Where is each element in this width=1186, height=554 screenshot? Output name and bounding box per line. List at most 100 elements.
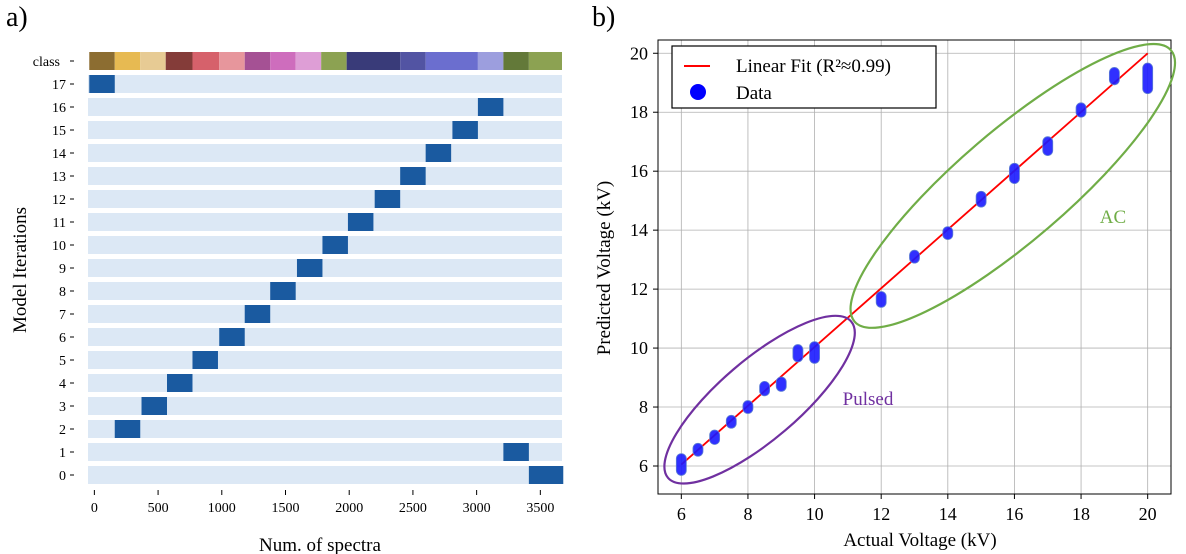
class-segment [89,52,115,70]
x-tick-label: 0 [91,501,98,516]
y-tick-label: 0 [59,469,66,484]
class-segment [244,52,271,70]
y-tick-label: 1 [59,446,66,461]
data-point [1009,162,1020,184]
data-point [1142,62,1154,95]
data-point [775,376,787,392]
x-tick-label: 3500 [526,501,554,516]
voltage-scatter-plot: Pulsed AC 6 8 10 12 14 16 18 20 6 8 10 12 14 16 18 20 L… [594,39,1177,551]
y-tick-label: 17 [52,78,66,93]
x-tick-label: 16 [1005,504,1023,524]
x-tick-label: 18 [1072,504,1090,524]
highlight-block [141,397,167,415]
y-axis-label: Model Iterations [10,207,31,333]
y-tick-label: 10 [52,239,66,254]
highlight-block [400,167,426,185]
class-segment [270,52,296,70]
y-tick-label: 7 [59,308,66,323]
y-axis-label: Predicted Voltage (kV) [594,181,615,355]
x-tick-label: 10 [806,504,824,524]
x-tick-label: 6 [677,504,686,524]
y-tick-label: 9 [59,262,66,277]
y-tick-label: 13 [52,170,66,185]
highlight-block [528,466,564,484]
iteration-row [88,351,562,369]
x-axis-label: Actual Voltage (kV) [843,530,996,551]
annotation-ellipse [849,42,1177,329]
legend-box [671,45,937,109]
highlight-block [89,75,115,93]
y-tick-label: 14 [52,147,66,162]
legend: Linear Fit (R²≈0.99) Data [671,45,937,109]
y-tick-label: 20 [630,43,648,63]
y-tick-label: 15 [52,124,66,139]
legend-label-data: Data [736,83,772,104]
data-point [792,344,804,363]
iteration-row [88,305,562,323]
data-point [875,291,887,308]
x-tick-label: 12 [872,504,890,524]
class-segment [321,52,347,70]
data-point [675,453,687,476]
highlight-block [347,213,374,231]
x-tick-label: 20 [1139,504,1157,524]
y-tick-label: 12 [52,193,66,208]
class-segment [140,52,166,70]
data-point [742,400,754,414]
iteration-row [88,282,562,300]
iteration-row [88,75,562,93]
x-tick-label: 8 [743,504,752,524]
iteration-row [88,121,562,139]
data-point [942,226,954,240]
y-tick-label: 18 [630,102,648,122]
legend-data-dot [690,84,706,100]
annotation-ellipse [663,314,856,485]
data-point [1075,102,1087,118]
highlight-block [374,190,401,208]
class-segment [425,52,478,70]
data-point [725,414,737,429]
x-tick-label: 500 [148,501,169,516]
iteration-row [88,397,562,415]
annotation-label: Pulsed [843,389,894,410]
y-tick-label: 16 [630,161,648,181]
y-tick-label: 5 [59,354,66,369]
highlight-block [322,236,348,254]
class-segment [114,52,141,70]
panel-label-a: a) [6,2,28,33]
panel-label-b: b) [592,2,616,33]
y-tick-label: 11 [53,216,66,231]
iteration-row [88,144,562,162]
class-segment [219,52,245,70]
y-tick-label: 12 [630,279,648,299]
data-point [1108,67,1120,86]
y-tick-label: 10 [630,338,648,358]
highlight-block [219,328,245,346]
y-tick-label: 6 [59,331,66,346]
x-tick-label: 2500 [399,501,427,516]
class-segment [295,52,322,70]
highlight-block [425,144,452,162]
iteration-row [88,466,562,484]
highlight-block [114,420,141,438]
x-tick-label: 1500 [272,501,300,516]
y-tick-label: 8 [639,397,648,417]
class-segment [400,52,426,70]
highlight-block [296,259,323,277]
y-tick-label: 16 [52,101,66,116]
y-tick-label: 2 [59,423,66,438]
iteration-row [88,213,562,231]
class-segment [346,52,401,70]
iteration-row [88,98,562,116]
highlight-block [477,98,504,116]
class-segment [528,52,562,70]
highlight-block [192,351,218,369]
data-point [1042,136,1054,156]
data-point [692,442,704,457]
x-axis-label: Num. of spectra [259,535,381,554]
data-point [975,190,987,208]
y-tick-label: 6 [639,456,648,476]
x-tick-label: 3000 [463,501,491,516]
iteration-row [88,374,562,392]
